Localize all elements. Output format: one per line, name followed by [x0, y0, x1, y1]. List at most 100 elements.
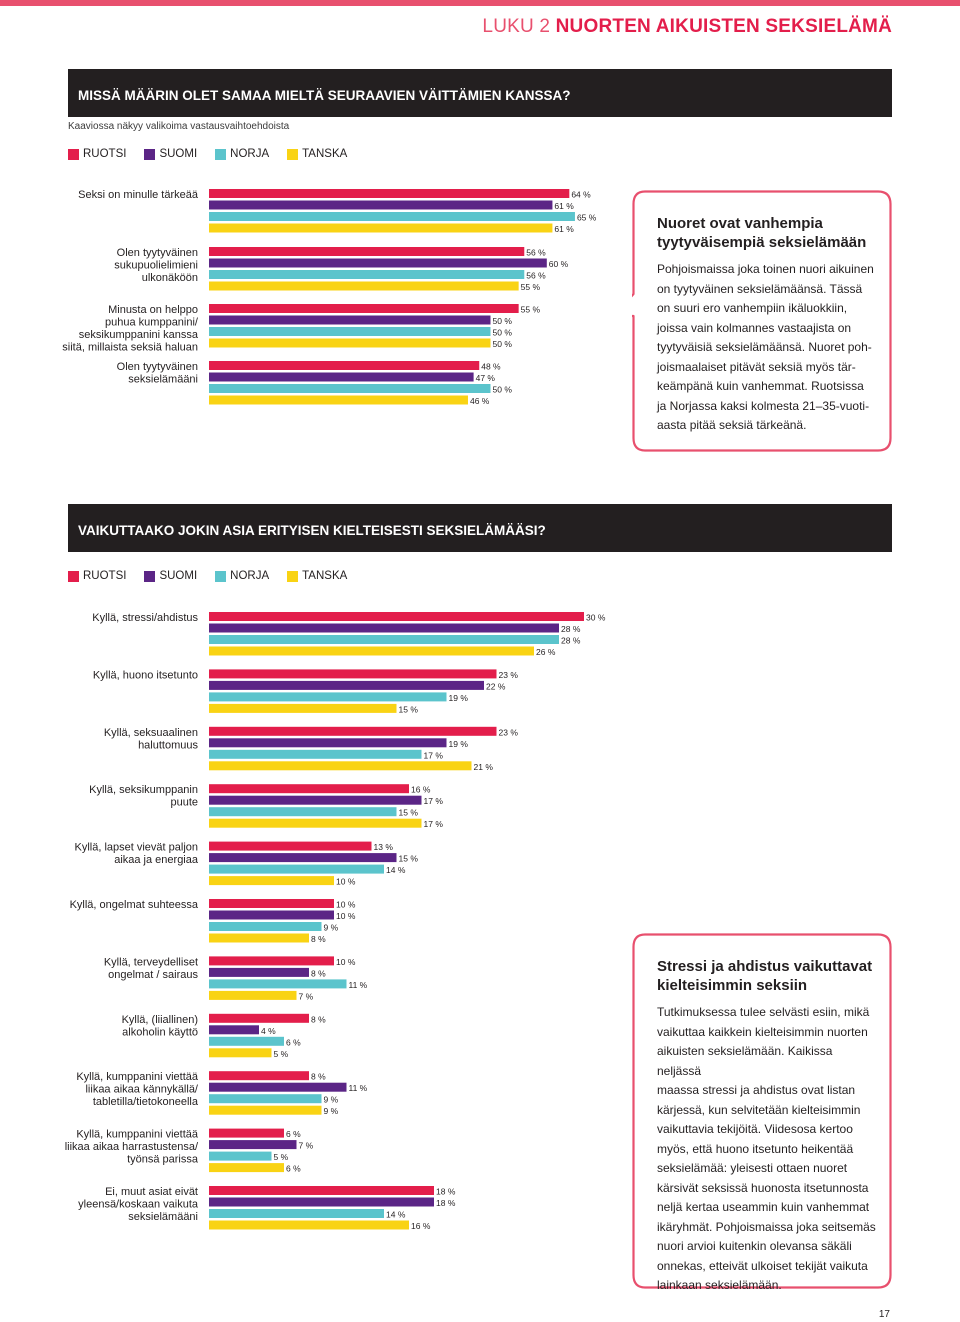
legend-swatch [68, 148, 79, 160]
category-label: sukupuolielimieni [114, 260, 198, 272]
data-label: 61 % [554, 201, 574, 211]
bar-tanska [209, 1105, 322, 1115]
page-number: 17 [878, 1309, 890, 1320]
bar-suomi [209, 795, 422, 805]
data-label: 23 % [499, 670, 519, 680]
bar-ruotsi [209, 956, 334, 966]
category-label: Minusta on helppo [108, 304, 198, 316]
data-label: 65 % [577, 213, 597, 223]
data-label: 30 % [586, 613, 606, 623]
legend-swatch [287, 148, 299, 160]
legend-label: SUOMI [159, 148, 198, 160]
category-label: Ei, muut asiat eivät [105, 1186, 198, 1198]
legend-item-norja: NORJA [215, 570, 269, 582]
data-label: 8 % [311, 1072, 326, 1082]
callout-1-text: Pohjoismaissa joka toinen nuori aikuinen… [657, 262, 874, 432]
legend-swatch [287, 570, 299, 582]
legend-swatch [144, 148, 156, 160]
category-label: alkoholin käyttö [122, 1026, 198, 1038]
data-label: 18 % [436, 1198, 456, 1208]
data-label: 60 % [549, 259, 569, 269]
bar-tanska [209, 281, 519, 291]
data-label: 10 % [336, 877, 356, 887]
data-label: 15 % [399, 854, 419, 864]
data-label: 28 % [561, 636, 581, 646]
bar-suomi [209, 910, 334, 920]
chart-agreement: Seksi on minulle tärkeää 64 %61 %65 %61 %… [62, 189, 597, 406]
data-label: 47 % [476, 373, 496, 383]
data-label: 23 % [499, 727, 519, 737]
data-label: 55 % [521, 305, 541, 315]
bar-norja [209, 1036, 284, 1046]
bar-ruotsi [209, 361, 480, 370]
data-label: 28 % [561, 624, 581, 634]
bar-tanska [209, 1163, 284, 1173]
bar-ruotsi [209, 189, 570, 198]
callout-1-title: Nuoret ovat vanhempia tyytyväisempiä sek… [657, 215, 867, 251]
data-label: 64 % [571, 190, 591, 200]
bar-ruotsi [209, 1128, 284, 1138]
data-label: 17 % [424, 796, 444, 806]
data-label: 9 % [324, 1095, 339, 1105]
legend-label: RUOTSI [83, 570, 127, 582]
category-label: Kyllä, ongelmat suhteessa [70, 899, 199, 911]
data-label: 15 % [399, 704, 419, 714]
bar-ruotsi [209, 612, 584, 621]
data-label: 6 % [286, 1164, 301, 1174]
category-label: Kyllä, (liiallinen) [122, 1014, 198, 1026]
bar-ruotsi [209, 899, 334, 908]
legend-label: NORJA [230, 148, 270, 160]
bar-tanska [209, 1048, 272, 1058]
callout-2-text: Tutkimuksessa tulee selvästi esiin, mikä… [657, 1005, 876, 1292]
data-label: 26 % [536, 647, 556, 657]
legend-item-tanska: TANSKA [287, 148, 347, 160]
bar-ruotsi [209, 669, 497, 679]
data-label: 7 % [299, 991, 314, 1001]
bar-suomi [209, 853, 397, 863]
legend-item-suomi: SUOMI [144, 570, 197, 582]
bar-ruotsi [209, 784, 409, 794]
data-label: 61 % [554, 224, 574, 234]
category-label: seksikumppanini kanssa [79, 329, 199, 341]
data-label: 50 % [493, 316, 513, 326]
bar-norja [209, 327, 491, 336]
bar-norja [209, 1151, 272, 1161]
category-label: siitä, millaista seksiä haluan [62, 342, 198, 354]
bar-suomi [209, 258, 547, 268]
bar-norja [209, 864, 384, 874]
bar-suomi [209, 967, 309, 977]
data-label: 13 % [374, 842, 394, 852]
legend-item-tanska: TANSKA [287, 570, 347, 582]
bar-tanska [209, 933, 309, 943]
bar-tanska [209, 338, 491, 348]
data-label: 56 % [526, 271, 546, 281]
bar-suomi [209, 315, 491, 325]
category-label: Kyllä, stressi/ahdistus [92, 612, 198, 624]
section1-title: MISSÄ MÄÄRIN OLET SAMAA MIELTÄ SEURAAVIE… [78, 88, 571, 103]
section2-title-bar: VAIKUTTAAKO JOKIN ASIA ERITYISEN KIELTEI… [68, 504, 892, 552]
callout-1: Nuoret ovat vanhempia tyytyväisempiä sek… [632, 190, 892, 452]
legend-label: TANSKA [302, 148, 348, 160]
bar-ruotsi [209, 726, 497, 736]
data-label: 9 % [324, 923, 339, 933]
bar-norja [209, 692, 447, 702]
data-label: 19 % [449, 739, 469, 749]
bar-ruotsi [209, 1071, 309, 1081]
legend-item-suomi: SUOMI [144, 148, 197, 160]
chapter-title: NUORTEN AIKUISTEN SEKSIELÄMÄ [555, 16, 892, 37]
data-label: 50 % [493, 339, 513, 349]
bar-norja [209, 1209, 384, 1218]
category-label: Kyllä, seksuaalinen [104, 727, 198, 739]
data-label: 48 % [481, 362, 501, 372]
legend-swatch [144, 570, 156, 582]
bar-suomi [209, 1025, 259, 1035]
category-label: liikaa aikaa harrastustensa/ [65, 1141, 199, 1153]
category-label: Kyllä, kumppanini viettää [76, 1129, 199, 1141]
category-label: puhua kumppanini/ [105, 317, 199, 329]
bar-tanska [209, 761, 472, 771]
bar-suomi [209, 1140, 297, 1150]
data-label: 46 % [470, 396, 490, 406]
data-label: 10 % [336, 911, 356, 921]
data-label: 50 % [493, 328, 513, 338]
bar-norja [209, 1094, 322, 1104]
